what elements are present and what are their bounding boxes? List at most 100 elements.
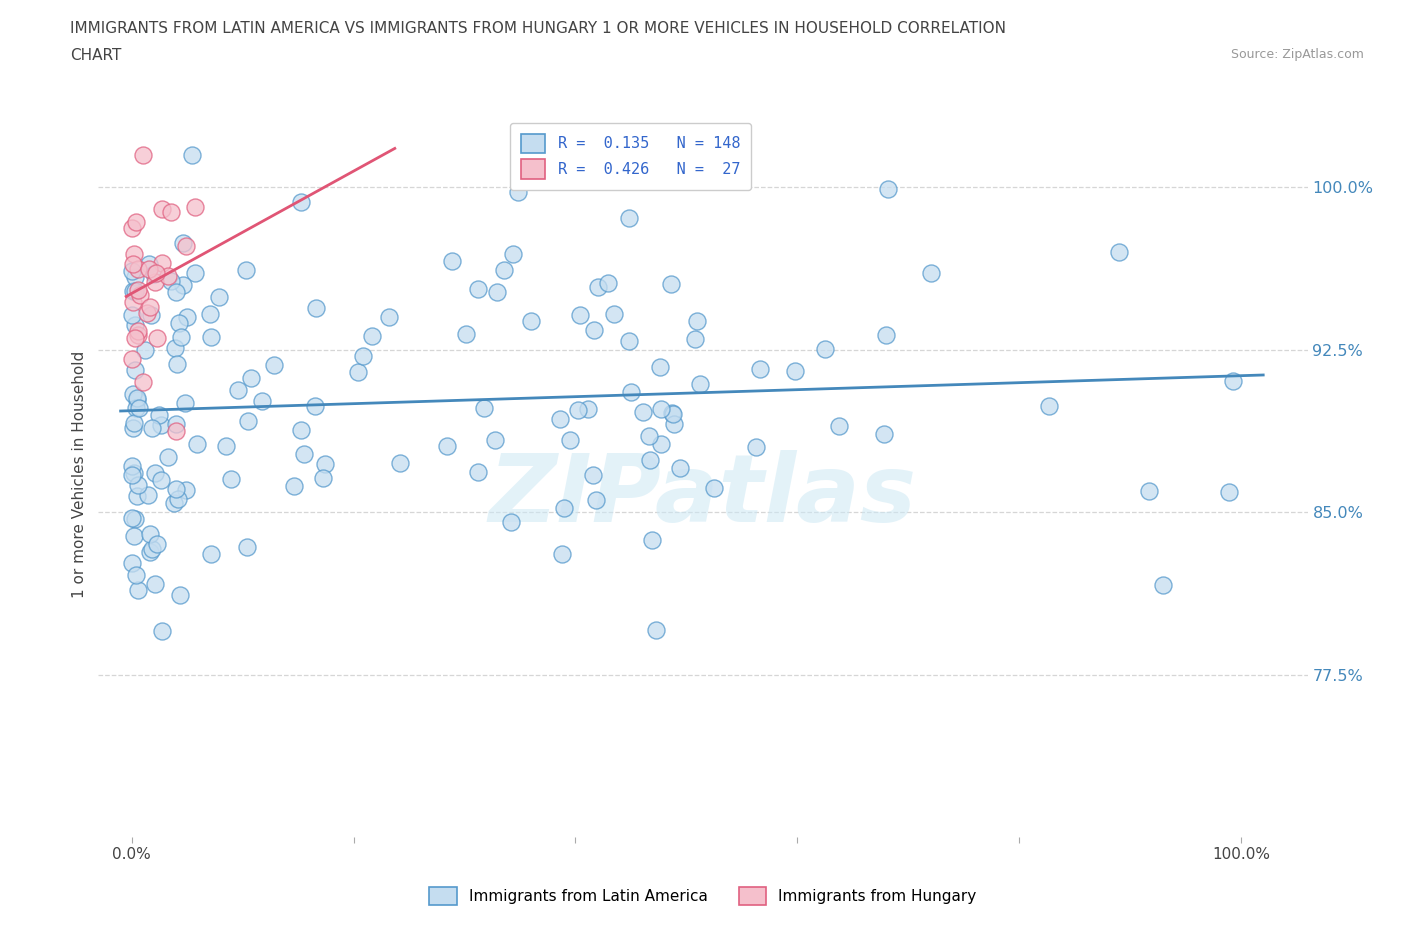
Point bbox=[139, 545, 162, 560]
Point bbox=[198, 307, 221, 322]
Point bbox=[1038, 399, 1060, 414]
Point bbox=[172, 235, 194, 250]
Text: Source: ZipAtlas.com: Source: ZipAtlas.com bbox=[1230, 48, 1364, 61]
Point bbox=[121, 459, 143, 474]
Point bbox=[122, 529, 145, 544]
Point bbox=[683, 332, 706, 347]
Point bbox=[139, 527, 162, 542]
Point bbox=[637, 429, 659, 444]
Point bbox=[141, 308, 163, 323]
Point bbox=[174, 483, 197, 498]
Point bbox=[240, 371, 263, 386]
Point bbox=[150, 202, 173, 217]
Point bbox=[127, 327, 149, 342]
Point bbox=[617, 211, 640, 226]
Point bbox=[121, 308, 143, 323]
Point bbox=[828, 418, 851, 433]
Point bbox=[167, 316, 190, 331]
Point bbox=[143, 577, 166, 591]
Point bbox=[645, 622, 668, 637]
Point bbox=[124, 317, 146, 332]
Point bbox=[125, 568, 148, 583]
Point bbox=[127, 391, 149, 405]
Point bbox=[290, 194, 312, 209]
Text: ZIPatlas: ZIPatlas bbox=[489, 450, 917, 542]
Point bbox=[783, 364, 806, 379]
Point bbox=[124, 512, 146, 526]
Point bbox=[877, 181, 900, 196]
Point bbox=[124, 363, 146, 378]
Point bbox=[127, 283, 149, 298]
Point bbox=[148, 407, 170, 422]
Point bbox=[124, 331, 146, 346]
Point bbox=[167, 491, 190, 506]
Point bbox=[176, 310, 198, 325]
Point bbox=[263, 357, 285, 372]
Point bbox=[283, 479, 305, 494]
Point bbox=[145, 331, 167, 346]
Point bbox=[650, 437, 672, 452]
Point bbox=[125, 215, 148, 230]
Y-axis label: 1 or more Vehicles in Household: 1 or more Vehicles in Household bbox=[72, 351, 87, 598]
Point bbox=[165, 417, 187, 432]
Point bbox=[150, 418, 173, 432]
Point bbox=[141, 542, 163, 557]
Point bbox=[311, 471, 333, 485]
Point bbox=[139, 299, 162, 314]
Point bbox=[305, 300, 328, 315]
Point bbox=[143, 267, 166, 282]
Point bbox=[749, 362, 772, 377]
Point bbox=[145, 537, 167, 551]
Point bbox=[163, 340, 186, 355]
Point bbox=[689, 377, 711, 392]
Point bbox=[520, 313, 543, 328]
Point bbox=[134, 342, 156, 357]
Point bbox=[124, 401, 146, 416]
Point bbox=[165, 482, 187, 497]
Point bbox=[631, 405, 654, 419]
Point bbox=[1137, 484, 1160, 498]
Point bbox=[121, 386, 143, 401]
Text: CHART: CHART bbox=[70, 48, 122, 63]
Point bbox=[121, 511, 143, 525]
Point bbox=[360, 329, 382, 344]
Point bbox=[163, 496, 186, 511]
Point bbox=[567, 403, 589, 418]
Point bbox=[121, 468, 143, 483]
Point bbox=[160, 205, 183, 219]
Point bbox=[598, 275, 620, 290]
Point bbox=[659, 277, 682, 292]
Point bbox=[650, 402, 672, 417]
Point bbox=[603, 307, 626, 322]
Point bbox=[875, 328, 897, 343]
Point bbox=[352, 349, 374, 364]
Point bbox=[502, 246, 524, 261]
Point bbox=[128, 400, 150, 415]
Point bbox=[215, 439, 238, 454]
Point bbox=[638, 453, 661, 468]
Point bbox=[138, 262, 160, 277]
Point bbox=[548, 411, 571, 426]
Point bbox=[389, 456, 412, 471]
Point bbox=[127, 583, 149, 598]
Point bbox=[1152, 578, 1174, 592]
Point bbox=[121, 264, 143, 279]
Point bbox=[745, 439, 768, 454]
Point bbox=[669, 460, 692, 475]
Point bbox=[173, 395, 195, 410]
Point bbox=[472, 401, 495, 416]
Point bbox=[184, 266, 207, 281]
Point bbox=[467, 282, 489, 297]
Point bbox=[553, 500, 575, 515]
Point bbox=[143, 274, 166, 289]
Point bbox=[136, 488, 159, 503]
Point bbox=[122, 257, 145, 272]
Point bbox=[226, 383, 249, 398]
Point bbox=[499, 515, 522, 530]
Point bbox=[576, 402, 599, 417]
Point bbox=[125, 489, 148, 504]
Point bbox=[122, 295, 145, 310]
Point bbox=[484, 432, 506, 447]
Point bbox=[136, 306, 159, 321]
Point bbox=[569, 307, 592, 322]
